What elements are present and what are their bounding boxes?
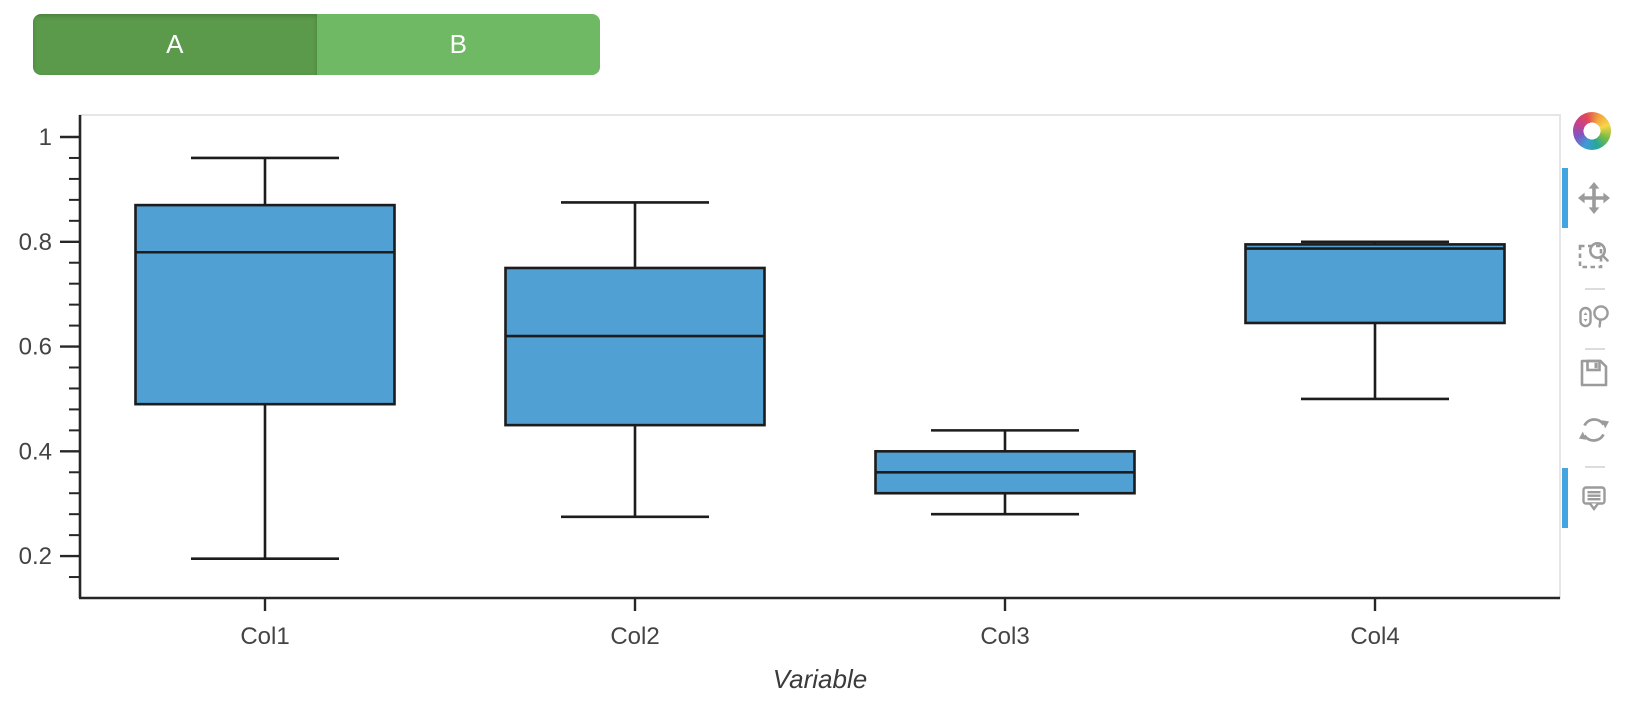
radio-button-group: A B [33,14,600,75]
box-Col3[interactable] [874,429,1136,516]
floppy-disk-icon [1580,359,1608,387]
toolbar-separator [1585,466,1605,468]
toolbar-separator [1585,288,1605,290]
y-tick-label: 0.2 [19,543,52,570]
box-Col4[interactable] [1244,240,1506,401]
x-tick-label: Col3 [980,623,1029,650]
box-Col1[interactable] [134,156,396,561]
reset-tool-button[interactable] [1572,408,1616,452]
radio-button-b[interactable]: B [316,14,600,75]
wheel-zoom-icon [1579,305,1609,328]
save-tool-button[interactable] [1572,351,1616,395]
y-tick-label: 0.6 [19,334,52,361]
x-tick-label: Col4 [1350,623,1399,650]
y-tick-label: 0.8 [19,229,52,256]
box-zoom-icon [1578,242,1609,269]
refresh-icon [1579,418,1609,442]
x-tick-label: Col1 [240,623,289,650]
pan-tool-button[interactable] [1562,168,1616,228]
hover-tool-button[interactable] [1562,468,1616,528]
radio-button-a[interactable]: A [33,14,317,75]
wheel-zoom-tool-button[interactable] [1572,295,1616,339]
bokeh-logo-icon[interactable] [1573,112,1611,150]
y-tick-label: 1 [39,124,52,151]
y-tick-label: 0.4 [19,438,52,465]
tooltip-bubble-icon [1582,486,1606,512]
box-zoom-tool-button[interactable] [1572,233,1616,277]
bokeh-toolbar [1562,110,1642,590]
move-icon [1578,182,1610,214]
x-axis-title: Variable [773,664,867,694]
toolbar-separator [1585,348,1605,350]
x-tick-label: Col2 [610,623,659,650]
box-Col2[interactable] [504,201,766,519]
